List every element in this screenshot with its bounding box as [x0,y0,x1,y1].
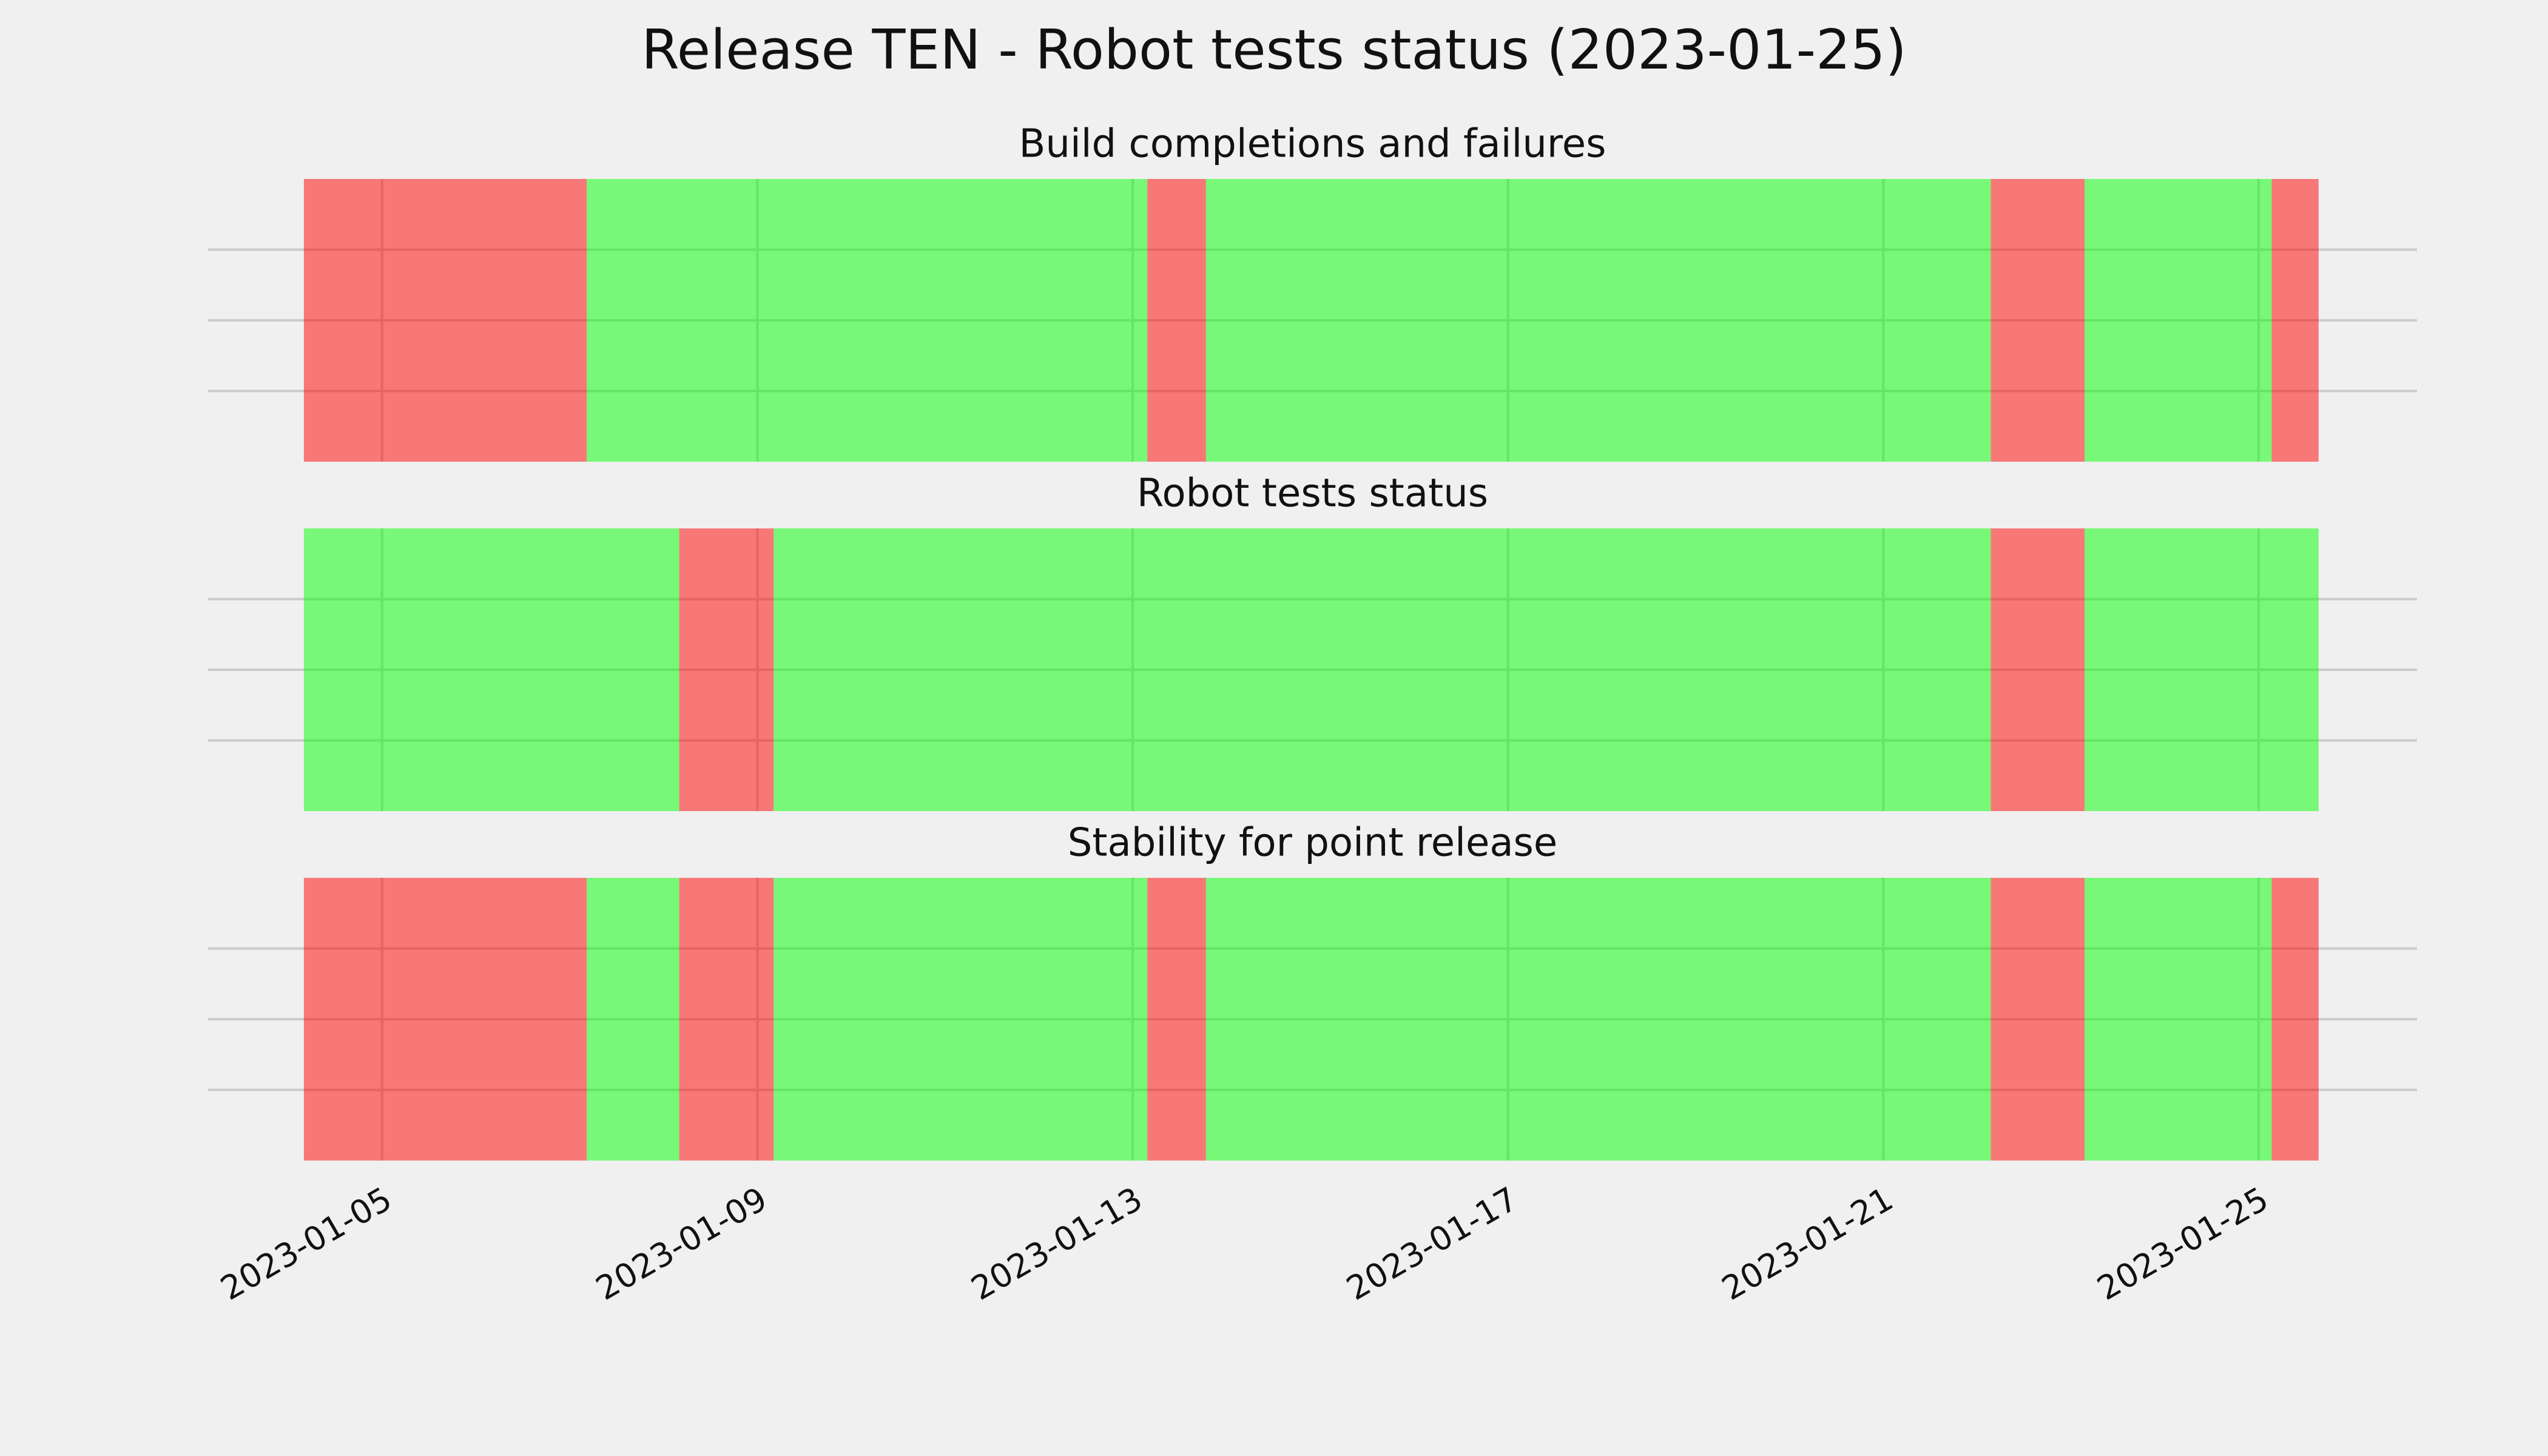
status-span [774,878,1148,1161]
status-span [587,179,1148,462]
status-span [1147,878,1206,1161]
panel-title: Robot tests status [1137,471,1488,516]
status-span [1147,179,1206,462]
status-span [1205,179,1991,462]
status-span [303,878,587,1161]
panel-title: Stability for point release [1068,821,1558,866]
status-span [2085,878,2272,1161]
status-span [1990,878,2085,1161]
status-span [679,878,774,1161]
panel-title: Build completions and failures [1019,122,1606,167]
status-span [774,528,1991,811]
status-span [2271,878,2319,1161]
status-span [679,528,774,811]
status-span [303,179,587,462]
status-span [1205,878,1991,1161]
status-span [2085,179,2272,462]
status-span [1990,179,2085,462]
status-span [303,528,679,811]
status-span [2085,528,2319,811]
chart-title: Release TEN - Robot tests status (2023-0… [641,18,1907,82]
status-span [2271,179,2319,462]
status-span [587,878,679,1161]
status-span [1990,528,2085,811]
